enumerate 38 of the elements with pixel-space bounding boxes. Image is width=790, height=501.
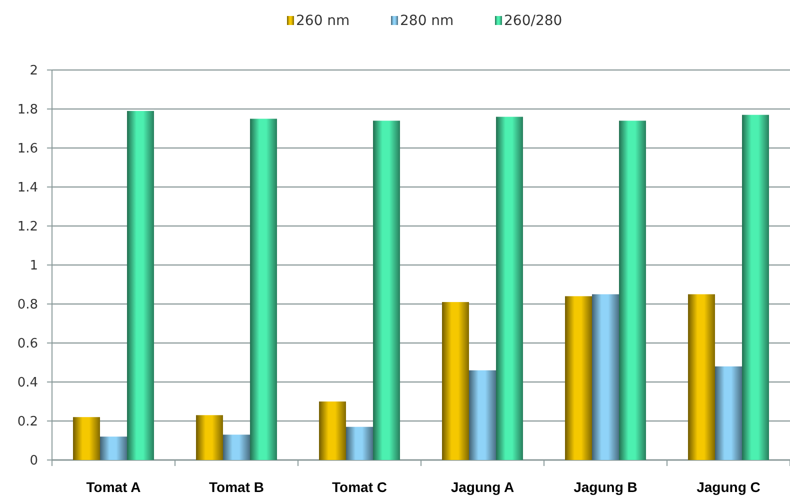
y-tick-label: 0.4: [17, 376, 38, 391]
bar: [250, 118, 277, 460]
y-tick-label: 1.2: [17, 220, 38, 235]
bar: [469, 370, 496, 460]
bar: [442, 302, 469, 460]
bar: [319, 402, 346, 460]
legend-label: 260/280: [504, 12, 562, 29]
bar: [127, 110, 154, 460]
y-tick-label: 1.6: [17, 142, 38, 157]
y-tick-label: 2: [30, 64, 38, 79]
x-tick-label: Jagung C: [696, 479, 760, 495]
y-tick-label: 0.2: [17, 414, 38, 430]
x-tick-label: Tomat B: [209, 479, 264, 495]
x-tick-label: Jagung B: [574, 479, 638, 495]
bar: [100, 436, 127, 460]
bar: [373, 120, 400, 460]
x-tick-label: Jagung A: [450, 479, 514, 495]
y-tick-label: 0.8: [17, 298, 38, 313]
y-tick-label: 0.6: [17, 336, 38, 352]
bar: [715, 366, 742, 460]
bar: [688, 294, 715, 460]
y-tick-label: 0: [30, 454, 38, 469]
bar: [196, 415, 223, 460]
x-tick-label: Tomat A: [86, 479, 141, 495]
legend-label: 260 nm: [296, 12, 350, 29]
bar: [346, 426, 373, 460]
bar: [73, 417, 100, 460]
bar: [742, 114, 769, 460]
y-tick-label: 1.4: [17, 180, 38, 196]
bar: [223, 434, 250, 460]
y-tick-label: 1: [30, 258, 38, 274]
bar: [565, 296, 592, 460]
y-tick-label: 1.8: [17, 102, 38, 118]
legend-label: 280 nm: [400, 12, 454, 29]
bar: [496, 116, 523, 460]
x-tick-label: Tomat C: [332, 479, 387, 495]
bar: [619, 120, 646, 460]
bar: [592, 294, 619, 460]
